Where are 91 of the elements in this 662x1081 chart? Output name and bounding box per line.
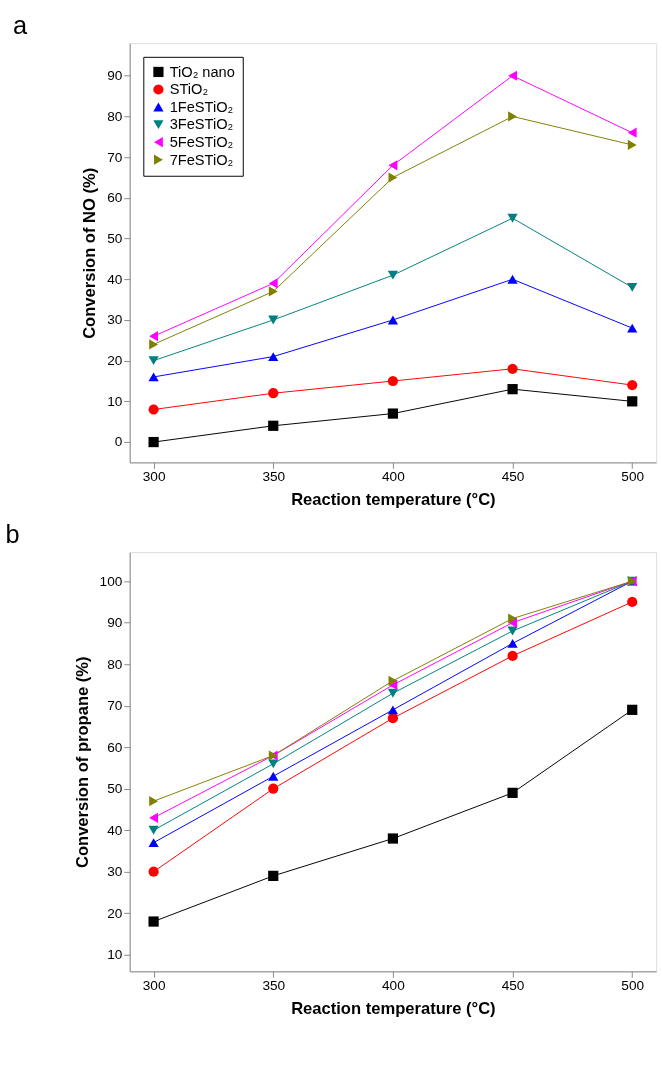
point [149,812,159,823]
chart-title: b [5,520,20,549]
y-tick-label: 40 [107,822,123,838]
y-tick-label: 30 [107,312,123,328]
legend-label: 3FeSTiO₂ [169,116,234,133]
y-tick-label: 70 [107,149,123,165]
x-tick-label: 300 [142,469,166,485]
point [149,331,159,342]
y-tick-label: 20 [107,353,123,369]
point [268,420,279,431]
point [268,286,278,297]
x-tick-label: 350 [262,978,286,994]
point [508,111,517,122]
y-tick-label: 40 [107,271,123,287]
point [388,160,398,171]
legend-label: 7FeSTiO₂ [169,151,234,168]
point [627,704,638,715]
point [268,783,279,794]
point [507,274,518,284]
point [627,282,638,292]
point [148,404,159,415]
x-tick-label: 400 [382,978,406,994]
y-tick-label: 10 [107,947,123,963]
point [388,675,398,686]
x-axis-title: Reaction temperature (°C) [291,489,496,509]
y-tick-label: 90 [107,615,123,631]
point [627,396,638,407]
point [507,787,518,798]
point [507,213,518,223]
point [387,315,399,325]
y-axis-title: Conversion of propane (%) [72,656,92,869]
x-tick-label: 500 [621,469,645,485]
y-tick-label: 30 [107,864,123,880]
point [148,866,159,877]
y-tick-label: 50 [107,781,123,797]
point [268,771,279,781]
point [268,870,279,881]
x-tick-label: 450 [501,469,525,485]
x-tick-label: 400 [382,469,406,485]
point [148,825,159,835]
point [268,352,279,362]
y-tick-label: 50 [107,230,123,246]
point [148,372,159,382]
point [148,436,159,448]
legend-label: TiO₂ nano [169,63,235,80]
point [268,278,278,289]
y-tick-label: 60 [107,190,123,206]
y-tick-label: 100 [99,573,123,589]
x-tick-label: 450 [501,978,525,994]
point [507,363,518,374]
point [627,127,637,138]
y-tick-label: 90 [107,68,123,84]
x-axis-title: Reaction temperature (°C) [291,998,496,1018]
point [387,375,399,387]
chart-title: a [13,11,29,40]
y-tick-label: 70 [107,698,123,714]
point [507,639,518,648]
y-tick-label: 10 [107,393,123,409]
point [387,833,399,844]
point [268,388,279,399]
legend-label: 1FeSTiO₂ [169,98,234,115]
point [387,270,399,280]
point [387,705,399,715]
point [149,339,159,350]
y-tick-label: 80 [107,108,123,124]
x-tick-label: 300 [142,978,166,994]
point [387,713,399,724]
point [627,139,637,151]
x-tick-label: 350 [262,469,286,485]
point [148,356,159,366]
point [627,323,638,333]
legend-label: 5FeSTiO₂ [169,134,234,151]
point [148,916,159,927]
y-tick-label: 60 [107,739,123,755]
point [627,379,638,391]
point [387,688,399,698]
point [387,408,399,419]
point [507,650,518,661]
legend-label: STiO₂ [169,81,209,98]
point [508,70,517,81]
point [148,838,159,848]
y-tick-label: 20 [107,905,123,921]
point [507,384,518,395]
y-tick-label: 80 [107,656,123,672]
point [388,172,398,183]
point [508,613,517,624]
point [627,596,638,608]
point [149,796,159,807]
y-tick-label: 0 [114,434,123,450]
y-axis-title: Conversion of NO (%) [80,167,100,339]
x-tick-label: 500 [621,978,645,994]
